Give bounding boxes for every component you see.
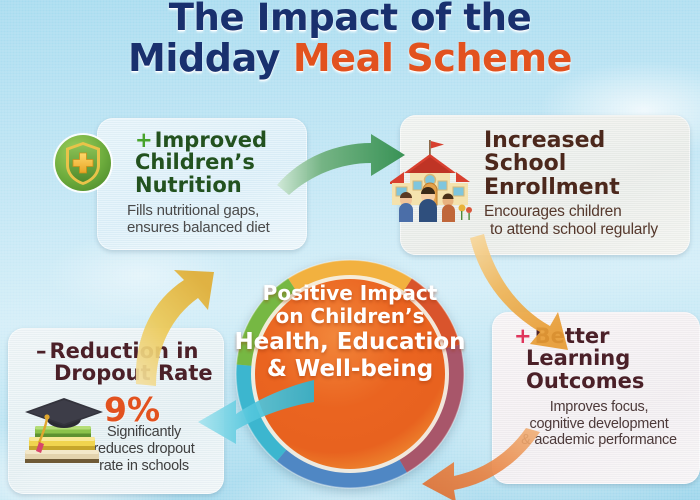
learning-desc-l1: Improves focus,: [549, 398, 649, 415]
learning-heading-l3: Outcomes: [526, 368, 645, 393]
nutrition-heading-l2: Children’s: [135, 150, 255, 175]
nutrition-heading: +Improved Children’s Nutrition: [97, 118, 307, 196]
arrow-dropout-to-nutrition: [135, 270, 214, 386]
title-plain: Midday: [127, 35, 293, 80]
nutrition-heading-l3: Nutrition: [135, 172, 242, 197]
nutrition-description: Fills nutritional gaps, ensures balanced…: [97, 196, 307, 237]
enrollment-desc-l1: Encourages children: [484, 202, 622, 220]
enrollment-heading-l1: Increased School: [484, 128, 606, 177]
title-line-2: Midday Meal Scheme: [0, 35, 700, 80]
plus-sign-icon: +: [135, 128, 153, 152]
minus-sign-icon: –: [36, 339, 47, 363]
enrollment-heading-l2: Enrollment: [484, 174, 620, 200]
arrow-nutrition-to-enrollment: [277, 134, 405, 195]
card-content: +Improved Children’s Nutrition Fills nut…: [97, 118, 307, 237]
nutrition-desc-l2: ensures balanced diet: [127, 219, 270, 237]
arrow-enrollment-to-learning: [470, 234, 568, 350]
shield-plus-icon: [53, 133, 113, 193]
plus-sign-icon: +: [514, 324, 532, 348]
school-building-icon: [390, 140, 472, 222]
learning-desc-l3: & academic performance: [521, 432, 677, 449]
dropout-desc-l2: reduces dropout: [93, 440, 195, 457]
card-content: Increased School Enrollment Encourages c…: [400, 115, 690, 239]
enrollment-description: Encourages children to attend school reg…: [400, 199, 690, 239]
learning-desc-l2: cognitive development: [529, 415, 669, 432]
dropout-description: Significantly reduces dropout rate in sc…: [66, 424, 222, 475]
nutrition-heading-l1: Improved: [154, 128, 268, 152]
dropout-desc-l3: rate in schools: [99, 457, 189, 474]
arrow-to-dropout: [198, 380, 314, 444]
dropout-heading-l2: Dropout Rate: [54, 361, 213, 386]
learning-description: Improves focus, cognitive development & …: [492, 392, 700, 449]
enrollment-desc-l2: to attend school regularly: [490, 220, 658, 238]
graduation-books-icon: [25, 398, 103, 463]
page-title: The Impact of the Midday Meal Scheme: [0, 0, 700, 79]
learning-heading-l2: Learning: [526, 346, 631, 371]
title-accent: Meal Scheme: [292, 35, 573, 80]
dropout-stat-value: 9%: [104, 390, 161, 429]
nutrition-desc-l1: Fills nutritional gaps,: [127, 201, 260, 219]
enrollment-heading: Increased School Enrollment: [400, 115, 690, 199]
arrow-learning-to-bottom: [422, 428, 540, 500]
dropout-desc-l1: Significantly: [106, 424, 182, 440]
card-content: – Reduction in Dropout Rate 9% Significan…: [8, 328, 224, 474]
title-line-1: The Impact of the: [168, 0, 532, 39]
